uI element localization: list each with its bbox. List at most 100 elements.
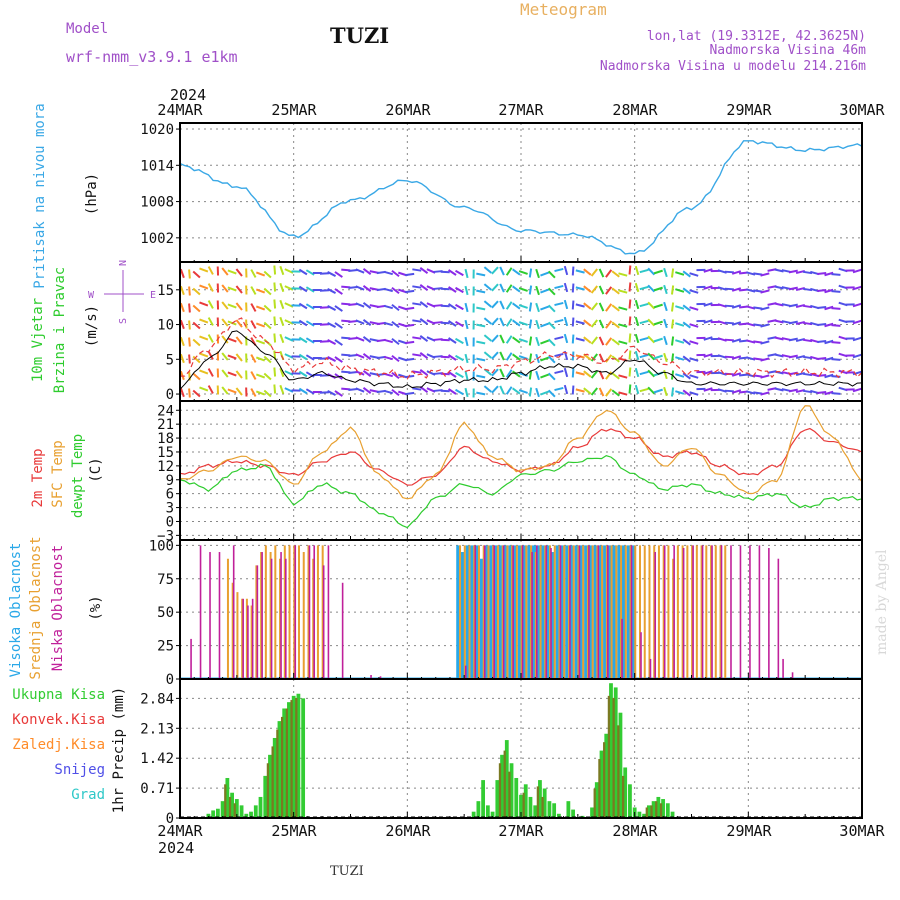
wind-arrow (611, 321, 620, 329)
wind-arrow (207, 351, 214, 360)
wind-arrow (327, 271, 337, 277)
wind-arrow (391, 286, 400, 295)
footer-station: TUZI (330, 864, 364, 879)
wind-arrow (583, 302, 592, 310)
bottom-date-label: 29MAR (726, 822, 772, 840)
wind-arrow (476, 272, 486, 277)
wind-arrow (663, 267, 668, 278)
wind-arrow (824, 271, 834, 277)
wind-arrow (227, 388, 237, 394)
wind-arrow (448, 303, 457, 310)
wind-arrow (499, 300, 505, 310)
wind-arrow (535, 319, 540, 330)
wind-arrow (499, 351, 505, 361)
wind-arrow (491, 266, 499, 275)
wind-arrow (753, 306, 763, 310)
wind-arrow (483, 283, 492, 291)
precip-total-bar (665, 803, 670, 818)
y-tick-label: 0 (166, 387, 174, 403)
wind-arrow (618, 323, 628, 328)
wind-arrow (448, 337, 457, 344)
wind-arrow (405, 357, 415, 362)
frame-layer: 1002100810141020051015−30369121518212402… (140, 122, 863, 827)
wind-frame (179, 261, 863, 402)
precip-total-bar (594, 782, 599, 818)
wind-arrow (305, 286, 315, 293)
wind-arrow (675, 288, 685, 293)
wind-arrow (419, 301, 429, 308)
wind-arrow (512, 336, 521, 344)
wind-arrow (583, 268, 592, 276)
wind-arrow (634, 299, 640, 310)
wind-arrow (273, 282, 277, 292)
wind-arrow (505, 335, 513, 344)
y-tick-label: −3 (157, 528, 174, 544)
wind-arrow (383, 372, 393, 378)
temp-2m-line (179, 427, 863, 486)
compass-w-label: W (88, 290, 95, 301)
lonlat-text: lon,lat (19.3312E, 42.3625N) (647, 29, 866, 44)
wind-arrow (355, 319, 365, 325)
wind-arrow (362, 369, 372, 378)
wind-arrow (788, 388, 798, 393)
wind-arrow (760, 272, 770, 277)
wind-arrow (583, 285, 592, 293)
wind-arrow (483, 351, 492, 359)
wind-arrow (590, 302, 599, 311)
wind-arrow (852, 302, 862, 308)
wind-arrow (334, 271, 343, 278)
wind-arrow (760, 391, 770, 396)
precip-total-bar (206, 813, 211, 818)
wind-arrow (598, 370, 605, 380)
wind-arrow (824, 339, 834, 345)
y-tick-label: 10 (157, 318, 174, 334)
wind-arrow (682, 389, 691, 397)
wind-arrow (188, 320, 191, 330)
wind-arrow (653, 354, 663, 360)
wind-arrow (455, 286, 464, 294)
precip-frame (179, 678, 863, 819)
wind-arrow (731, 270, 742, 275)
wind-arrow (547, 355, 556, 364)
wind-arrow (383, 321, 393, 327)
wind-arrow (279, 367, 285, 378)
precip-total-bar (268, 754, 272, 818)
wind-arrow (571, 368, 575, 378)
wind-arrow (298, 387, 308, 395)
wind-arrow (528, 302, 533, 312)
y-tick-label: 2.13 (140, 721, 174, 737)
wind-arrow (383, 389, 393, 395)
wind-arrow (618, 289, 628, 294)
model-label: Model (66, 21, 108, 37)
wind-arrow (788, 286, 798, 291)
wind-arrow (227, 286, 237, 292)
wind-arrow (682, 304, 691, 312)
wind-arrow (362, 301, 372, 310)
wind-arrow (327, 288, 337, 294)
wind-arrow (689, 306, 699, 311)
wind-arrow (731, 321, 742, 326)
wind-arrow (824, 288, 834, 294)
wind-arrow (405, 306, 415, 311)
wind-arrow (554, 318, 564, 324)
wind-arrow (362, 318, 372, 327)
wind-unit: (m/s) (84, 305, 100, 347)
wind-arrow (207, 368, 214, 377)
precip-total-bar (533, 805, 538, 818)
pressure-label: Pritisak na nivou mora (32, 103, 48, 288)
wind-arrow (788, 303, 798, 308)
wind-arrow (235, 387, 243, 396)
wind-arrow (682, 270, 691, 278)
wind-arrow (476, 357, 486, 362)
wind-arrow (499, 334, 505, 344)
wind-arrow (518, 338, 528, 343)
wind-arrow (263, 304, 272, 313)
compass-e-label: E (150, 290, 156, 301)
wind-arrow (192, 372, 201, 381)
precip-total-bar (476, 801, 481, 818)
wind-arrow (670, 387, 675, 397)
pressure-unit: (hPa) (84, 173, 100, 215)
wind-arrow (221, 318, 229, 327)
wind-arrow (689, 374, 699, 379)
wind-arrow (221, 301, 229, 310)
